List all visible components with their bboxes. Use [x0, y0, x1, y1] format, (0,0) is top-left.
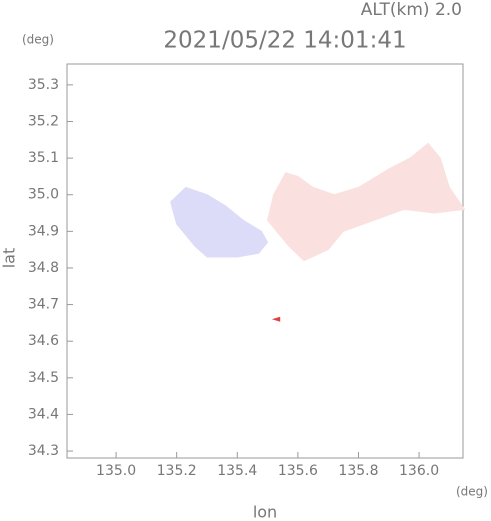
x-tick-label: 135.6: [278, 463, 318, 479]
data-region: [271, 316, 281, 322]
x-unit: (deg): [456, 485, 488, 499]
y-tick-label: 34.4: [28, 406, 59, 422]
x-tick-label: 135.8: [338, 463, 378, 479]
x-tick-label: 135.2: [157, 463, 197, 479]
y-axis-label: lat: [0, 248, 19, 269]
y-tick-label: 34.7: [28, 297, 59, 313]
x-tick-label: 136.0: [399, 463, 439, 479]
y-tick-label: 34.5: [28, 370, 59, 386]
x-tick-label: 135.4: [217, 463, 257, 479]
x-axis-label: lon: [253, 503, 277, 521]
y-tick-label: 34.6: [28, 333, 59, 349]
chart-title: 2021/05/22 14:01:41: [163, 28, 406, 54]
y-tick-label: 35.0: [28, 187, 59, 203]
y-tick-label: 35.2: [28, 113, 59, 129]
plot-frame: [66, 63, 464, 459]
y-tick-label: 35.1: [28, 150, 59, 166]
y-tick-label: 34.3: [28, 443, 59, 459]
y-tick-label: 35.3: [28, 77, 59, 93]
y-unit: (deg): [22, 33, 54, 47]
data-region: [267, 142, 466, 262]
data-region: [170, 186, 269, 258]
y-tick-label: 34.9: [28, 223, 59, 239]
y-tick-label: 34.8: [28, 260, 59, 276]
x-tick-label: 135.0: [96, 463, 136, 479]
annotation: ALT(km) 2.0: [361, 0, 462, 20]
